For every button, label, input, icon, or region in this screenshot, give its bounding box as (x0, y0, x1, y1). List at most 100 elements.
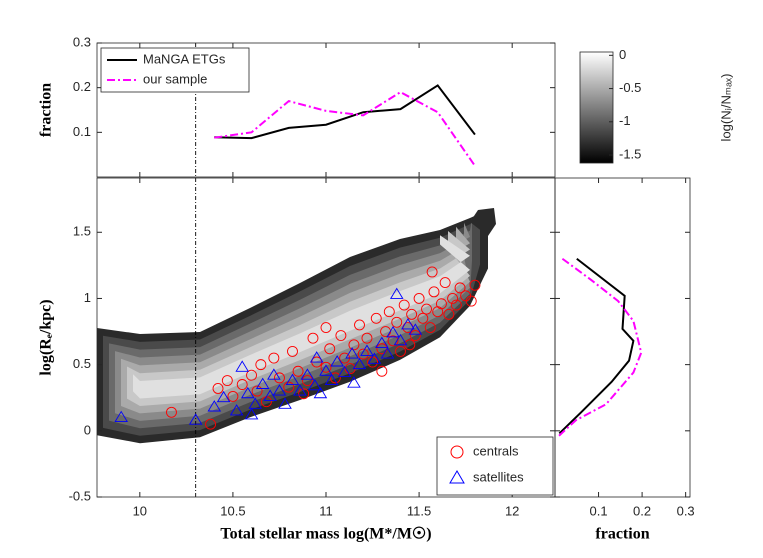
satellite-point (347, 376, 361, 388)
central-point (236, 379, 248, 390)
central-point (443, 308, 455, 320)
satellite-point (235, 360, 250, 372)
satellite-point (255, 377, 270, 389)
satellite-point (285, 373, 300, 385)
y-axis-label: log(Rₑ/kpc) (38, 299, 55, 375)
y-tick-label: 0 (84, 422, 91, 437)
satellite-point (114, 410, 128, 423)
x-tick-label: 0.3 (677, 503, 695, 518)
central-point (255, 359, 267, 371)
legend-box (436, 436, 554, 496)
satellite-point (337, 365, 352, 378)
y-tick-label: 0.3 (73, 34, 91, 49)
central-point (370, 312, 382, 324)
central-point (435, 298, 447, 310)
central-point (246, 369, 257, 381)
central-point (398, 299, 410, 311)
satellite-point (313, 386, 328, 399)
x-tick-label: 11 (319, 503, 333, 518)
satellite-point (389, 287, 404, 299)
central-point (205, 418, 217, 430)
central-point (395, 345, 406, 357)
line-series (214, 84, 476, 140)
colorbar-label: log(Nⱼ/Nₘₐₓ) (718, 74, 733, 142)
central-point (301, 375, 313, 386)
central-point (454, 282, 466, 294)
legend-swatch (449, 470, 465, 484)
axes-background (555, 178, 690, 497)
colorbar-tick-label: -0.5 (619, 80, 641, 95)
satellite-point (272, 384, 287, 396)
central-point (424, 322, 436, 334)
colorbar-tick-label: 0 (619, 47, 626, 62)
central-point (283, 381, 295, 393)
central-point (287, 345, 298, 357)
density-map (97, 208, 496, 444)
satellite-point (360, 344, 374, 356)
central-point (227, 390, 239, 402)
central-point (376, 365, 388, 377)
central-point (354, 319, 365, 331)
satellite-point (241, 386, 255, 399)
y-tick-label: -0.5 (69, 488, 91, 503)
central-point (335, 330, 347, 341)
line-series (214, 90, 476, 167)
satellite-point (324, 373, 339, 385)
x-tick-label: 10.5 (220, 503, 245, 518)
line-series (558, 257, 635, 435)
satellite-point (229, 404, 244, 416)
central-point (426, 266, 438, 278)
satellite-point (267, 368, 281, 380)
y-axis-label: fraction (38, 83, 55, 137)
central-point (298, 388, 310, 400)
central-point (409, 330, 421, 341)
satellite-point (345, 347, 359, 359)
legend-label: centrals (473, 443, 519, 458)
line-series (556, 257, 643, 439)
central-point (406, 308, 418, 320)
central-point (469, 279, 481, 291)
axes-frame (554, 177, 691, 498)
central-point (439, 277, 451, 289)
central-point (329, 372, 341, 384)
density-level (470, 208, 496, 236)
central-point (417, 312, 429, 324)
y-tick-label: 0.5 (73, 356, 91, 371)
legend-label: MaNGA ETGs (143, 51, 226, 66)
x-tick-label: 0.1 (590, 503, 608, 518)
central-point (421, 303, 432, 315)
central-point (268, 352, 280, 364)
central-point (221, 375, 233, 386)
central-point (413, 293, 425, 304)
central-point (307, 332, 319, 344)
colorbar (579, 51, 614, 164)
central-point (357, 348, 369, 360)
satellite-point (352, 357, 367, 370)
central-point (387, 335, 399, 347)
axes-frame (96, 42, 556, 178)
x-axis-label: Total stellar mass log(M*/M☉) (220, 526, 431, 543)
legend-label: satellites (473, 469, 524, 484)
satellite-point (367, 352, 382, 364)
colorbar-tick-label: -1.5 (619, 146, 641, 161)
satellite-point (408, 323, 423, 335)
satellite-point (207, 400, 222, 412)
satellite-point (319, 364, 333, 376)
x-axis-label: fraction (595, 526, 649, 543)
satellite-point (248, 397, 263, 409)
satellite-point (293, 384, 307, 396)
central-point (166, 406, 177, 418)
y-tick-label: 1 (84, 290, 91, 305)
x-tick-label: 10 (133, 503, 147, 518)
satellite-point (375, 336, 389, 348)
central-point (383, 306, 395, 318)
x-tick-label: 11.5 (407, 503, 431, 518)
y-tick-label: 0.2 (73, 79, 91, 94)
central-point (320, 361, 332, 373)
central-point (391, 316, 403, 328)
central-point (465, 295, 477, 307)
satellite-point (386, 325, 400, 338)
satellite-point (300, 368, 315, 380)
central-point (450, 299, 462, 311)
